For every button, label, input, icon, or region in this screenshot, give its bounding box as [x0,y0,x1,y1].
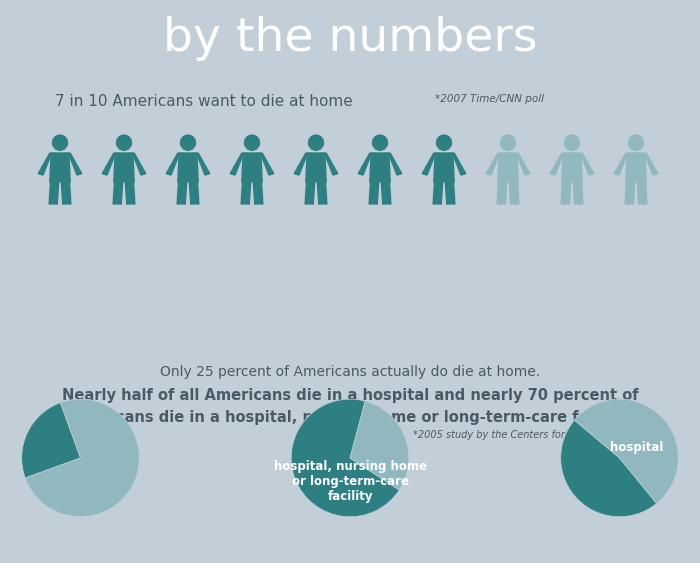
Text: hospital: hospital [610,441,664,454]
Circle shape [372,135,388,150]
Polygon shape [573,182,583,204]
Circle shape [437,135,452,150]
Polygon shape [645,153,658,175]
Polygon shape [550,153,564,175]
Circle shape [52,135,67,150]
Polygon shape [294,153,307,175]
Circle shape [564,135,580,150]
Wedge shape [291,399,399,517]
Polygon shape [133,153,146,175]
Polygon shape [497,182,507,204]
Polygon shape [113,182,122,204]
Polygon shape [230,153,243,175]
Polygon shape [517,153,530,175]
Polygon shape [178,153,198,182]
Polygon shape [486,153,499,175]
Polygon shape [614,153,627,175]
Polygon shape [38,153,51,175]
Polygon shape [197,153,210,175]
Polygon shape [253,182,263,204]
Polygon shape [453,153,466,175]
Polygon shape [114,153,134,182]
Text: *2005 study by the Centers for Disease Control: *2005 study by the Centers for Disease C… [413,430,645,440]
Wedge shape [575,399,678,503]
Wedge shape [350,401,409,490]
Polygon shape [422,153,435,175]
Polygon shape [50,153,70,182]
Wedge shape [25,399,139,517]
Polygon shape [369,182,379,204]
Text: 7 in 10 Americans want to die at home: 7 in 10 Americans want to die at home [55,94,353,109]
Polygon shape [49,182,59,204]
Polygon shape [317,182,327,204]
Polygon shape [325,153,338,175]
Polygon shape [638,182,647,204]
Polygon shape [305,182,314,204]
Polygon shape [625,182,635,204]
Polygon shape [382,182,391,204]
Text: *2007 Time/CNN poll: *2007 Time/CNN poll [435,94,544,104]
Polygon shape [190,182,199,204]
Circle shape [500,135,515,150]
Polygon shape [241,153,262,182]
Polygon shape [510,182,519,204]
Polygon shape [562,153,582,182]
Polygon shape [445,182,455,204]
Polygon shape [581,153,594,175]
Text: Nearly half of all Americans die in a hospital and nearly 70 percent of: Nearly half of all Americans die in a ho… [62,388,638,403]
Polygon shape [389,153,402,175]
Text: Americans die in a hospital, nursing home or long-term-care facility.: Americans die in a hospital, nursing hom… [67,410,633,425]
Circle shape [181,135,195,150]
Polygon shape [370,153,390,182]
Circle shape [309,135,323,150]
Polygon shape [626,153,646,182]
Circle shape [244,135,260,150]
Polygon shape [498,153,518,182]
Polygon shape [102,153,116,175]
Polygon shape [358,153,371,175]
Polygon shape [125,182,135,204]
Polygon shape [306,153,326,182]
Wedge shape [22,403,80,478]
Polygon shape [62,182,71,204]
Circle shape [116,135,132,150]
Polygon shape [261,153,274,175]
Polygon shape [434,153,454,182]
Polygon shape [166,153,179,175]
Polygon shape [69,153,82,175]
Polygon shape [241,182,251,204]
Text: hospital, nursing home
or long-term-care
facility: hospital, nursing home or long-term-care… [274,461,426,503]
Text: by the numbers: by the numbers [162,16,538,60]
Circle shape [629,135,643,150]
Wedge shape [561,420,657,517]
Polygon shape [433,182,442,204]
Text: Only 25 percent of Americans actually do die at home.: Only 25 percent of Americans actually do… [160,365,540,378]
Polygon shape [561,182,570,204]
Polygon shape [177,182,187,204]
